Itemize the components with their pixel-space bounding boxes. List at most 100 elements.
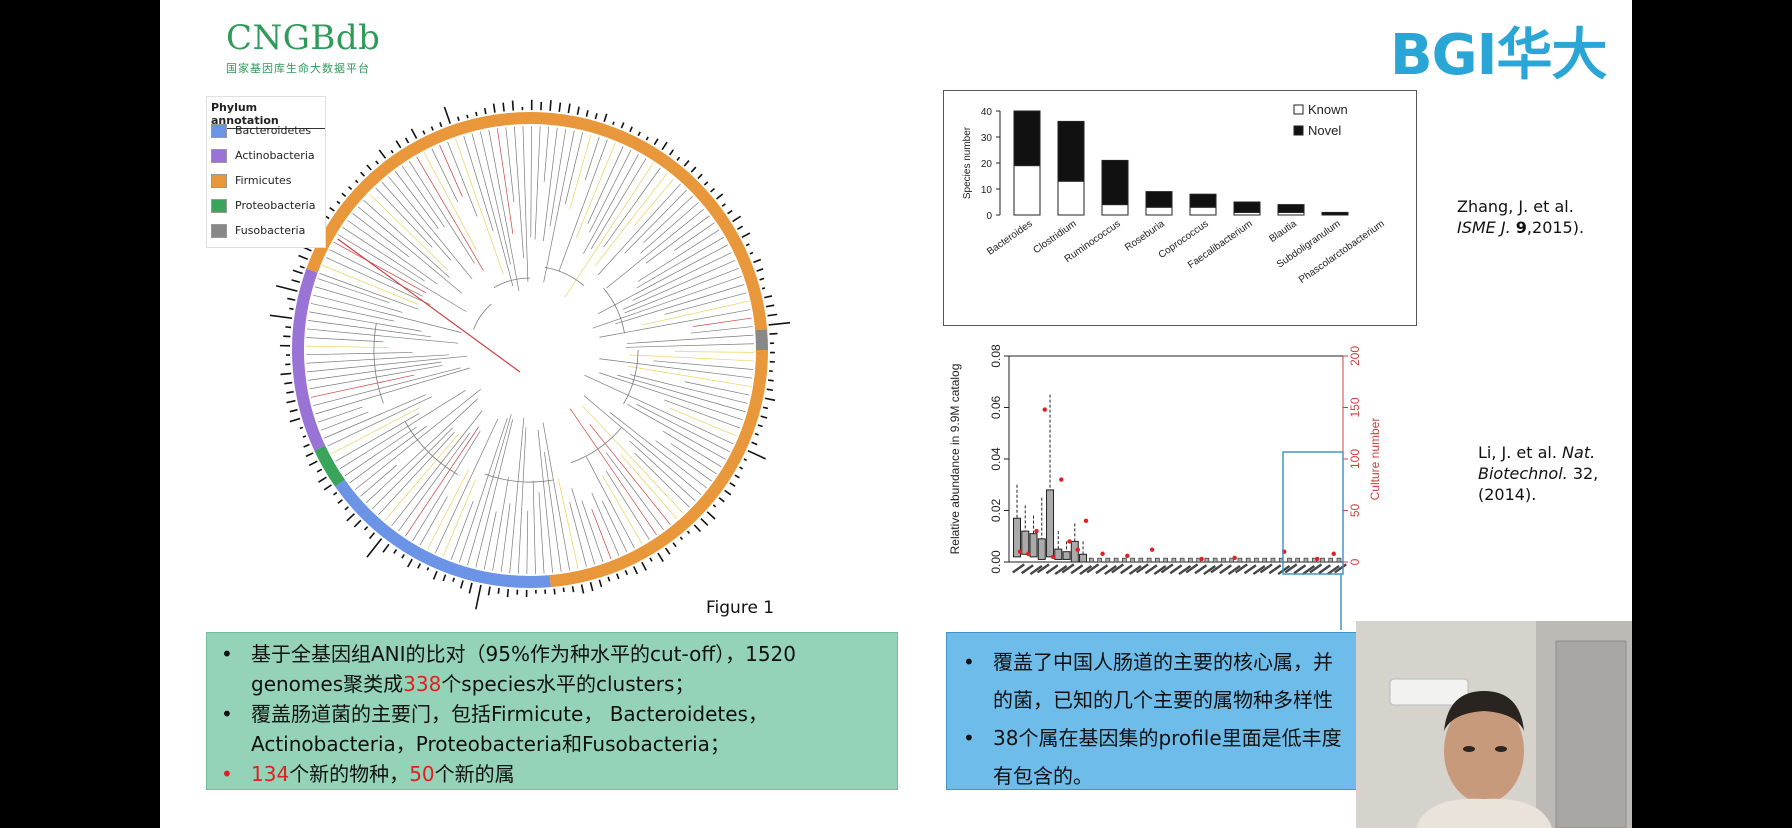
abundance-bar [649, 557, 653, 562]
abundance-bar [329, 207, 335, 212]
abundance-bar [734, 474, 740, 479]
tree-branch [538, 492, 545, 574]
legend-swatch [211, 149, 227, 163]
abundance-bar [589, 582, 594, 592]
tree-internal-arc [484, 473, 553, 483]
legend-item-fusobacteria: Fusobacteria [211, 223, 305, 239]
abundance-bar [366, 164, 372, 171]
genus-tick-label-mark [1079, 565, 1093, 576]
tree-branch [634, 452, 690, 508]
tree-branch [549, 128, 567, 227]
bar-novel [1013, 110, 1041, 167]
bar-novel [1189, 193, 1217, 208]
bullet-dot: • [963, 726, 975, 750]
bullet-2: • 覆盖肠道菌的主要门，包括Firmicute， Bacteroidetes， … [221, 699, 768, 759]
box-y2-tick-label: 150 [1348, 397, 1362, 417]
bar-legend-known-swatch [1293, 104, 1304, 115]
tree-branch [427, 469, 469, 550]
tree-branch [371, 427, 454, 510]
tree-branch [439, 144, 463, 197]
abundance-bar [316, 468, 323, 473]
abundance-bar [305, 452, 314, 458]
abundance-bar [270, 314, 293, 320]
tree-branch [590, 158, 647, 250]
figure-label: Figure 1 [706, 598, 775, 618]
tree-branch [312, 294, 462, 333]
tree-branch [640, 202, 699, 254]
abundance-bar [683, 160, 690, 167]
tree-branch [592, 276, 742, 329]
right-bullet-1-line1: 覆盖了中国人肠道的主要的核心属，并 [993, 650, 1333, 674]
abundance-bar [693, 524, 702, 533]
box [1262, 557, 1267, 563]
bar-known [1057, 180, 1085, 216]
tree-internal-arc [544, 266, 585, 286]
box [1303, 557, 1309, 563]
bar-y-tick-label: 0 [986, 211, 992, 222]
legend-item-firmicutes: Firmicutes [211, 173, 292, 189]
bullet-3-mid: 个新的物种， [289, 762, 410, 786]
abundance-bar [594, 113, 598, 120]
abundance-bar [318, 476, 327, 483]
abundance-bar [637, 131, 641, 137]
tree-branch [337, 234, 467, 312]
tree-branch [595, 172, 668, 266]
box [1122, 557, 1127, 563]
genus-tick-label-mark [1119, 564, 1133, 575]
tree-branch [505, 127, 515, 203]
tree-branch [626, 334, 754, 344]
highlight-box [1282, 451, 1344, 575]
box [1171, 557, 1177, 563]
tree-branch [532, 480, 536, 574]
bar-novel [1145, 191, 1173, 208]
abundance-bar [762, 406, 769, 410]
tree-branch [581, 405, 684, 514]
genus-tick-label-mark [1054, 565, 1068, 576]
bullet-2-line2: Actinobacteria，Proteobacteria和Fusobacter… [251, 732, 730, 756]
citation-2-volume: 32, [1567, 464, 1599, 483]
tree-branch [509, 417, 525, 574]
box [1105, 557, 1111, 563]
tree-branch [378, 431, 455, 516]
tree-branch [605, 452, 664, 531]
citation-1-year: ,2015). [1526, 218, 1585, 237]
tree-branch [381, 181, 452, 261]
tree-branch [669, 407, 737, 437]
tree-branch [664, 292, 747, 315]
tree-branch [576, 142, 616, 238]
abundance-bar [761, 287, 766, 290]
tree-branches [306, 126, 754, 574]
tree-branch [543, 126, 550, 182]
tree-branch [412, 430, 481, 541]
tree-branch [617, 374, 746, 413]
abundance-bar [439, 122, 443, 128]
box-y-tick-label: 0.08 [989, 344, 1003, 368]
new-genus-count: 50 [409, 762, 435, 786]
tree-branch [693, 317, 752, 327]
legend-label: Firmicutes [235, 174, 292, 187]
genus-tick-label-mark [1095, 564, 1109, 575]
abundance-bar [767, 313, 778, 317]
abundance-bar [754, 432, 759, 436]
genus-tick-label-mark [1153, 565, 1167, 576]
abundance-bar [629, 126, 633, 133]
abundance-bar [289, 408, 298, 413]
tree-branch [569, 408, 657, 536]
citation-li: Li, J. et al. Nat. Biotechnol. 32, (2014… [1478, 442, 1598, 505]
box [1021, 530, 1030, 555]
box-y-tick-label: 0.00 [989, 550, 1003, 574]
abundance-bar [378, 149, 387, 159]
abundance-bar [363, 526, 369, 531]
tree-branch [344, 426, 417, 477]
webcam-scene [1356, 621, 1632, 828]
tree-branch [643, 195, 693, 243]
right-bullet-1-line2: 的菌，已知的几个主要的属物种多样性 [993, 688, 1333, 712]
box [1054, 548, 1063, 560]
new-species-count: 134 [251, 762, 290, 786]
tree-branch [317, 406, 363, 423]
culture-point [1034, 528, 1039, 534]
phylum-ring-segment [755, 329, 768, 351]
phylum-legend: Phylum annotation Bacteroidetes Actinoba… [206, 96, 326, 248]
box [1221, 557, 1226, 563]
